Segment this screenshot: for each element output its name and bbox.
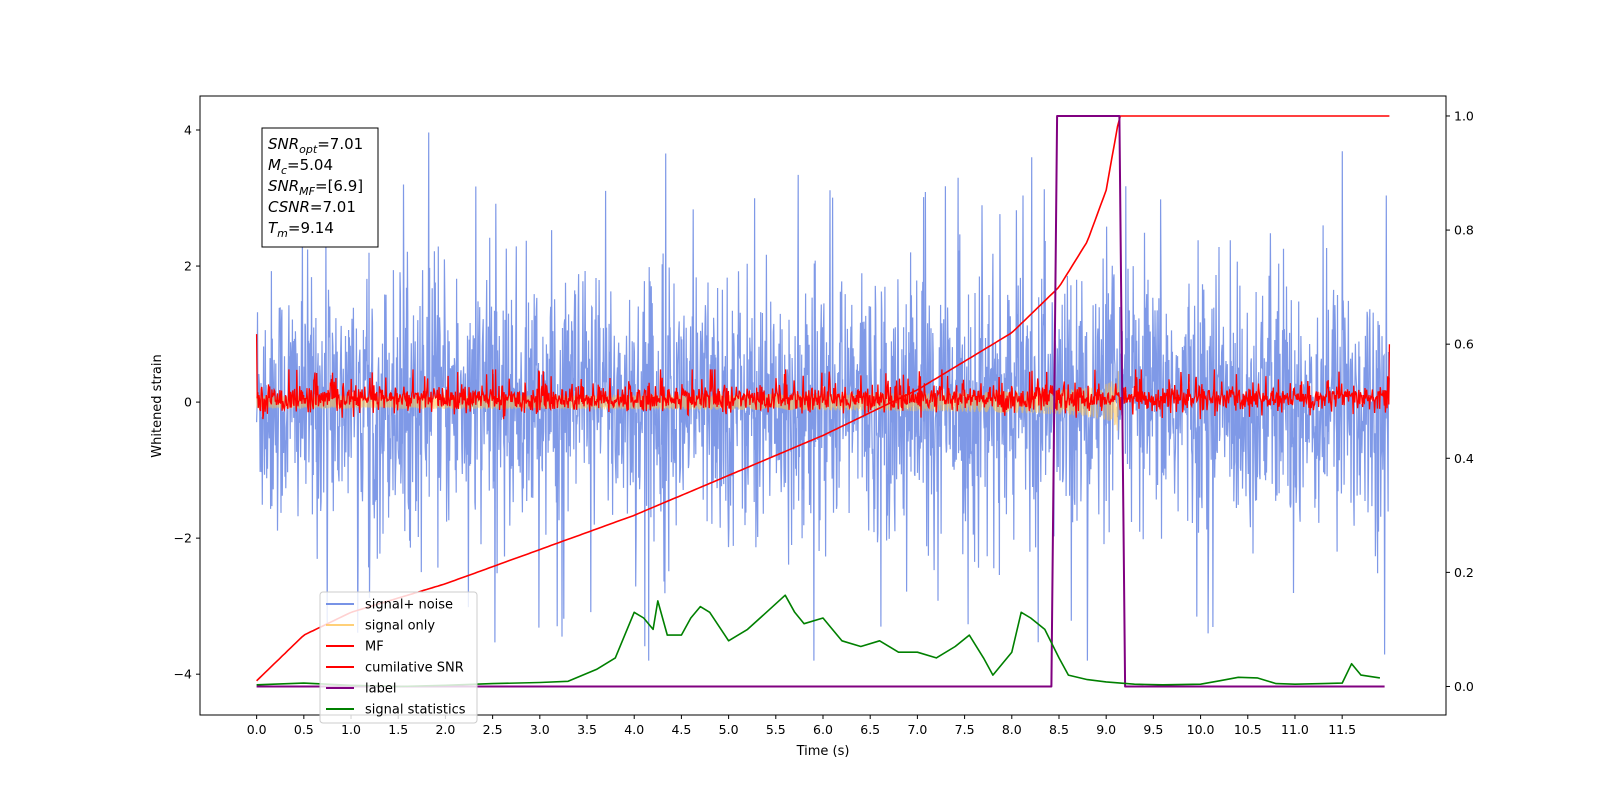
legend-item: signal statistics [326,703,466,718]
x-axis-label: Time (s) [796,744,850,759]
x-tick-label: 11.0 [1281,722,1309,737]
legend-label: signal+ noise [365,598,453,613]
legend-label: cumilative SNR [365,661,464,676]
series-label [256,115,1385,688]
x-tick-label: 2.5 [483,722,503,737]
x-tick-label: 7.5 [955,722,975,737]
legend-item: signal only [326,619,435,634]
y-right-tick-label: 0.8 [1454,223,1474,238]
series-signal-noise [256,132,1390,661]
y-left-tick-label: 2 [184,259,192,274]
x-tick-label: 9.0 [1096,722,1116,737]
series-cumulative-snr [256,115,1390,682]
x-tick-label: 0.5 [294,722,314,737]
y-left-tick-label: 4 [184,123,192,138]
x-tick-label: 7.0 [907,722,927,737]
x-tick-label: 4.5 [671,722,691,737]
legend-item: MF [326,640,384,655]
legend-frame [319,591,478,724]
x-tick-label: 10.5 [1234,722,1262,737]
y-left-tick-label: −4 [174,667,192,682]
x-tick-label: 5.5 [766,722,786,737]
y-right-tick-label: 0.6 [1454,337,1474,352]
legend-item: signal+ noise [326,598,453,613]
annotation-line: SNRopt=7.01 [268,135,363,156]
x-tick-label: 6.0 [813,722,833,737]
x-tick-label: 3.5 [577,722,597,737]
legend-item: cumilative SNR [326,661,464,676]
x-tick-label: 1.5 [388,722,408,737]
x-tick-label: 6.5 [860,722,880,737]
series-signal-statistics [256,594,1381,688]
y-left-tick-label: −2 [174,531,192,546]
x-tick-label: 9.5 [1143,722,1163,737]
legend: signal+ noise signal only MF cumilative SNR… [319,591,478,724]
y-right-tick-label: 1.0 [1454,108,1474,123]
annotation-line: Mc=5.04 [268,156,333,177]
y-axis-left: 4 2 0 −2 −4 [174,123,200,682]
x-tick-label: 4.0 [624,722,644,737]
x-tick-label: 8.0 [1002,722,1022,737]
y-right-tick-label: 0.0 [1454,679,1474,694]
x-tick-label: 5.0 [719,722,739,737]
legend-item: label [326,682,396,697]
x-tick-label: 0.0 [247,722,267,737]
x-tick-label: 1.0 [341,722,361,737]
y-axis-right: 1.0 0.8 0.6 0.4 0.2 0.0 [1446,108,1474,694]
x-tick-label: 10.0 [1187,722,1215,737]
x-axis: 0.0 0.5 1.0 1.5 2.0 2.5 3.0 3.5 4.0 4.5 5.0 5.5 6.0 6… [247,715,1356,737]
legend-label: label [365,682,396,697]
y-left-tick-label: 0 [184,395,192,410]
x-tick-label: 11.5 [1328,722,1356,737]
annotation-line: SNRMF=[6.9] [268,177,363,198]
x-tick-label: 3.0 [530,722,550,737]
series-mf [255,334,1391,420]
legend-label: signal statistics [365,703,466,718]
y-right-tick-label: 0.2 [1454,565,1474,580]
annotation-frame [261,127,379,248]
annotation-line: CSNR=7.01 [268,198,356,216]
legend-label: signal only [365,619,435,634]
y-right-tick-label: 0.4 [1454,451,1474,466]
legend-label: MF [365,640,384,655]
x-tick-label: 2.0 [435,722,455,737]
x-tick-label: 8.5 [1049,722,1069,737]
annotation-line: Tm=9.14 [268,219,334,240]
y-axis-label-left: Whitened strain [150,354,165,457]
series-layer [255,115,1391,688]
